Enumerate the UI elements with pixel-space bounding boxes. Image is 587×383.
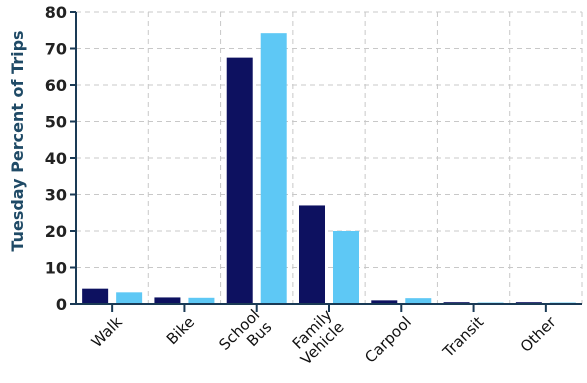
x-tick-label: Other [517,312,560,355]
bars [82,33,576,305]
bar-series-1-1 [82,288,109,304]
gridlines [76,11,583,304]
bar-series-1-3 [226,57,253,304]
y-tick-label: 60 [45,76,67,95]
x-tick-label: Carpool [361,313,415,367]
y-tick-label: 80 [45,3,67,22]
y-tick-label: 10 [45,259,67,278]
y-tick-label: 40 [45,149,67,168]
bar-series-2-1 [116,292,143,304]
x-tick-label-line: Walk [88,313,126,351]
y-tick-labels: 0 10 20 30 40 50 60 70 80 [45,3,67,314]
axes [70,11,582,312]
y-tick-label: 50 [45,113,67,132]
x-tick-label: Bike [163,313,198,348]
bar-series-1-2 [154,297,181,304]
x-tick-label-line: Transit [439,313,488,362]
bar-series-1-4 [299,205,325,304]
x-tick-label: Walk [88,313,126,351]
bar-series-2-5 [405,298,432,304]
bar-series-2-3 [260,33,287,305]
y-tick-label: 20 [45,222,67,241]
bar-series-2-4 [333,231,359,304]
x-tick-label-line: Carpool [361,313,415,367]
x-tick-label-line: Bike [163,313,198,348]
x-tick-label: FamilyVehicle [285,306,348,369]
x-tick-label: SchoolBus [215,306,275,366]
y-tick-label: 0 [56,295,67,314]
x-tick-labels: Walk Bike SchoolBus FamilyVehicle Carpool Tra… [88,306,560,369]
y-tick-label: 70 [45,40,67,59]
bar-series-1-5 [371,300,398,304]
y-tick-label: 30 [45,186,67,205]
x-tick-label-line: Other [517,312,560,355]
bar-series-2-2 [188,297,215,304]
x-tick-label: Transit [439,313,488,362]
y-axis-label: Tuesday Percent of Trips [8,30,27,251]
